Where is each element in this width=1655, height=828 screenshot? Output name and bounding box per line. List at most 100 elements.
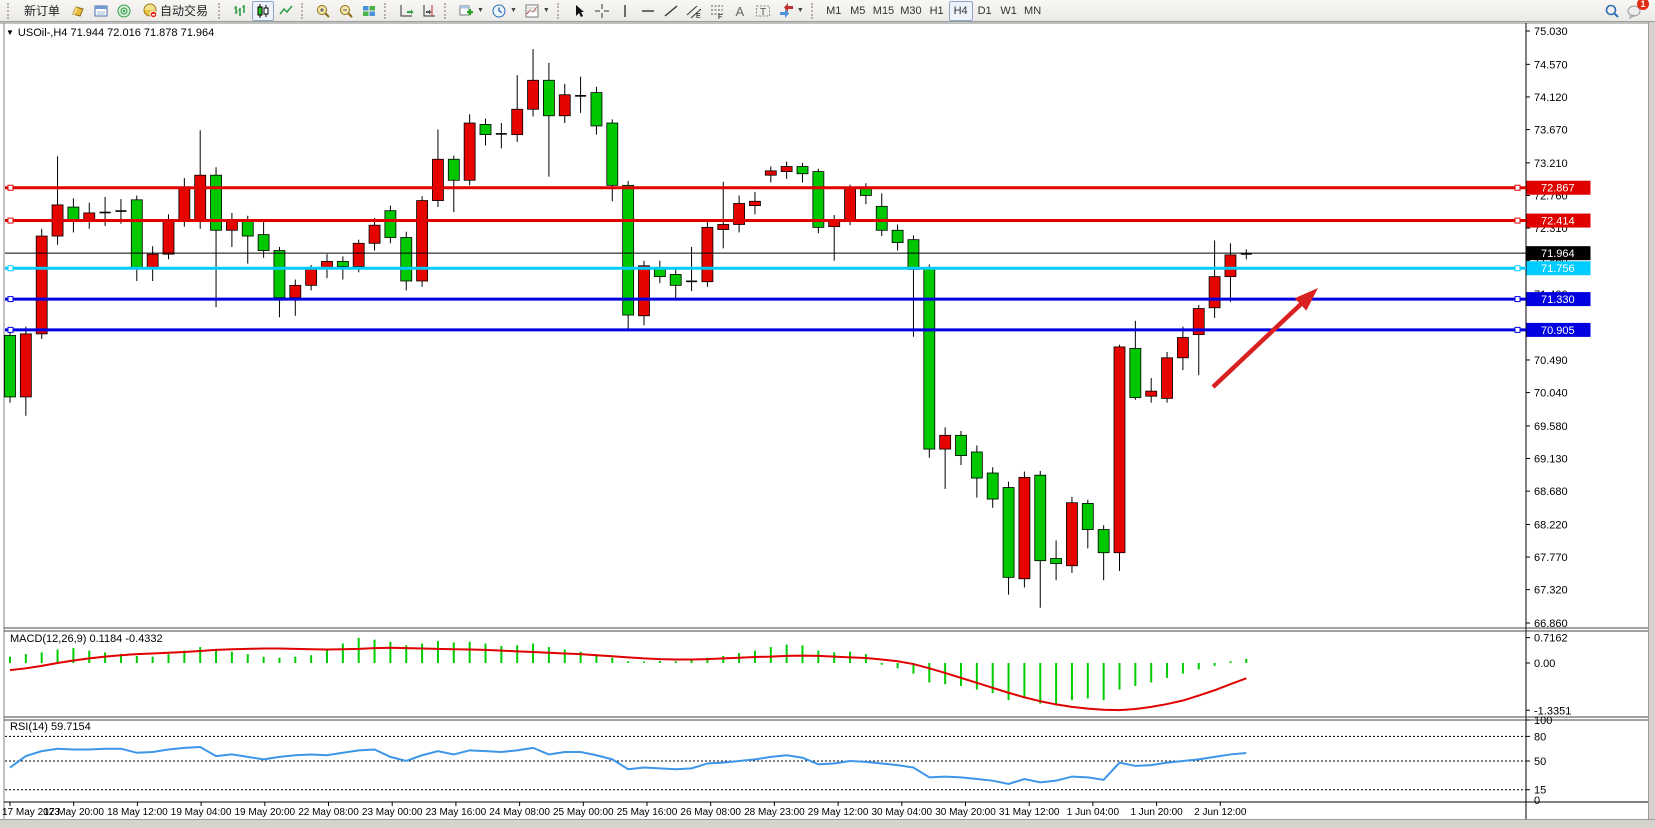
trend-arrow[interactable] [1211,297,1308,389]
auto-scroll-icon [398,3,414,19]
timeframe-w1[interactable]: W1 [1000,4,1017,17]
candle [606,122,619,186]
horizontal-line-icon [640,3,656,19]
time-label: 18 May 12:00 [107,807,168,818]
timeframe-m5[interactable]: M5 [850,4,866,17]
timeframe-h4[interactable]: H4 [948,0,973,21]
text-button[interactable]: A [729,1,751,21]
timeframe-d1[interactable]: D1 [977,4,992,17]
bar-chart-icon [232,3,248,19]
zoom-out-button[interactable] [335,1,357,21]
fibonacci-button[interactable]: F [706,1,728,21]
candle [764,170,777,176]
chart-shift-icon [421,3,437,19]
fibonacci-icon: F [709,3,725,21]
candle [669,274,682,286]
right-tools: 1 [1601,0,1651,21]
candlestick-icon [255,3,271,19]
time-label: 30 May 04:00 [871,807,932,818]
rsi-line [9,746,1247,785]
channel-icon: E [686,3,702,20]
candle [1081,503,1094,530]
chart-window[interactable] [0,22,1655,827]
candle [686,280,698,283]
new-order-doc-button[interactable] [67,1,89,21]
toolbar: 新订单 自动交易 [0,0,1655,22]
timeframe-mn[interactable]: MN [1024,4,1042,17]
vertical-line-button[interactable] [614,1,636,21]
time-label: 1 Jun 20:00 [1130,807,1183,818]
candle [273,250,286,299]
crosshair-button[interactable] [591,1,613,21]
cursor-button[interactable] [568,1,590,21]
time-label: 23 May 16:00 [426,807,487,818]
candle [1240,253,1252,255]
channel-button[interactable]: E [683,1,705,21]
market-watch-button[interactable] [90,1,112,21]
chart-shift-button[interactable] [418,1,440,21]
candle [432,158,444,201]
trend-arrow-head[interactable] [1294,288,1318,311]
signal-button[interactable] [113,1,135,21]
tile-windows-button[interactable] [358,1,380,21]
collapse-icon[interactable]: ▼ [6,28,14,37]
cursor-icon [571,3,587,19]
hline-handle[interactable] [7,184,14,191]
chevron-down-icon: ▼ [796,7,804,14]
chart-title: ▼ USOil-,H4 71.944 72.016 71.878 71.964 [6,27,214,39]
timeframe-m30[interactable]: M30 [900,4,922,17]
label-button[interactable]: T [752,1,774,21]
zoom-in-button[interactable] [312,1,334,21]
rsi-tick-label: 0 [1534,795,1540,807]
timeframe-m15[interactable]: M15 [872,4,895,17]
hline-handle[interactable] [1514,326,1521,333]
trendline-button[interactable] [660,1,682,21]
hline-handle[interactable] [1514,217,1521,224]
autotrading-icon [142,3,158,19]
price-tick-label: 67.320 [1534,585,1568,597]
candle [400,237,413,282]
new-chart-button[interactable]: ▼ [455,1,487,21]
search-button[interactable] [1601,1,1623,21]
candle [115,210,127,212]
hline-handle[interactable] [1514,296,1521,303]
templates-button[interactable]: ▼ [521,1,553,21]
time-label: 1 Jun 04:00 [1067,807,1120,818]
time-label: 31 May 12:00 [999,807,1060,818]
candle [99,211,111,214]
hline-handle[interactable] [1514,265,1521,272]
candle [130,199,143,270]
candle [210,174,222,231]
hline-handle[interactable] [7,326,14,333]
chevron-down-icon: ▼ [477,7,484,14]
bar-chart-button[interactable] [229,1,251,21]
auto-scroll-button[interactable] [395,1,417,21]
timeframe-h1[interactable]: H1 [929,4,944,17]
candle [527,79,539,110]
candle [4,334,16,398]
price-tick-label: 70.490 [1534,355,1568,367]
hline-handle[interactable] [7,265,14,272]
price-tick-label: 68.680 [1534,486,1568,498]
price-label-text: 70.905 [1541,325,1575,337]
line-chart-button[interactable] [275,1,297,21]
hline-handle[interactable] [7,296,14,303]
horizontal-line-button[interactable] [637,1,659,21]
notifications-button[interactable]: 1 [1623,0,1649,21]
new-order-button[interactable]: 新订单 [18,1,66,21]
hline-handle[interactable] [1514,184,1521,191]
macd-tick-label: -1.3351 [1534,705,1571,717]
price-label-box [1526,213,1591,228]
timeframe-bar: M1 M5 M15 M30 H1 H4 D1 W1 MN [822,0,1045,21]
timeframe-m1[interactable]: M1 [826,4,842,17]
hline-handle[interactable] [7,217,14,224]
shapes-button[interactable]: ▼ [775,1,807,21]
time-label: 19 May 04:00 [171,807,232,818]
periods-button[interactable]: ▼ [488,1,520,21]
candle [796,166,809,175]
candlestick-button[interactable] [252,0,275,21]
price-label-text: 72.414 [1541,216,1575,228]
autotrading-button[interactable]: 自动交易 [136,1,214,21]
